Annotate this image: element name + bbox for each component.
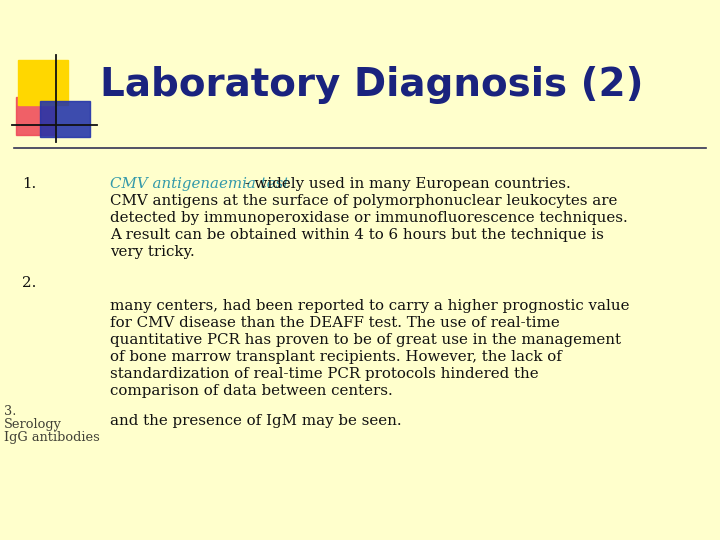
Text: detected by immunoperoxidase or immunofluorescence techniques.: detected by immunoperoxidase or immunofl… (110, 211, 628, 225)
Text: quantitative PCR has proven to be of great use in the management: quantitative PCR has proven to be of gre… (110, 333, 621, 347)
Text: and the presence of IgM may be seen.: and the presence of IgM may be seen. (110, 414, 402, 428)
Text: many centers, had been reported to carry a higher prognostic value: many centers, had been reported to carry… (110, 299, 629, 313)
Bar (40, 101, 90, 137)
Text: CMV antigens at the surface of polymorphonuclear leukocytes are: CMV antigens at the surface of polymorph… (110, 194, 617, 208)
Text: Serology: Serology (4, 418, 62, 431)
Bar (18, 60, 68, 105)
Text: comparison of data between centers.: comparison of data between centers. (110, 384, 392, 398)
Text: Laboratory Diagnosis (2): Laboratory Diagnosis (2) (100, 66, 644, 104)
Text: A result can be obtained within 4 to 6 hours but the technique is: A result can be obtained within 4 to 6 h… (110, 228, 604, 242)
Text: IgG antibodies: IgG antibodies (4, 430, 100, 443)
Text: 2.: 2. (22, 276, 37, 290)
Text: 1.: 1. (22, 177, 36, 191)
Text: for CMV disease than the DEAFF test. The use of real-time: for CMV disease than the DEAFF test. The… (110, 316, 559, 330)
Text: standardization of real-time PCR protocols hindered the: standardization of real-time PCR protoco… (110, 367, 539, 381)
Text: - widely used in many European countries.: - widely used in many European countries… (240, 177, 571, 191)
Text: of bone marrow transplant recipients. However, the lack of: of bone marrow transplant recipients. Ho… (110, 350, 562, 364)
Text: 3.: 3. (4, 405, 17, 418)
Text: CMV antigenaemia test: CMV antigenaemia test (110, 177, 289, 191)
Text: very tricky.: very tricky. (110, 245, 194, 259)
Bar (16, 97, 54, 135)
